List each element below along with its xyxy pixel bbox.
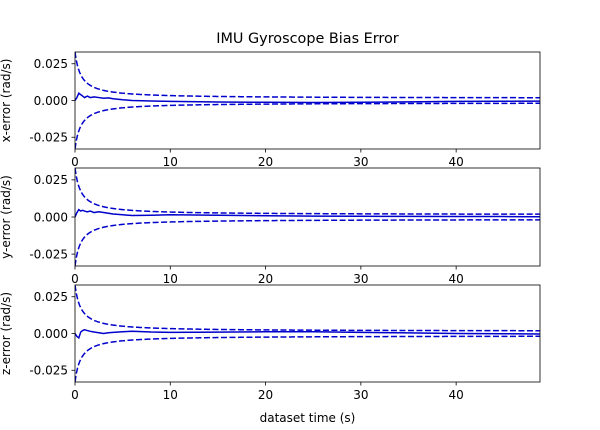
x-tick-label: 30 <box>353 272 368 286</box>
upper-bound-line <box>75 168 540 215</box>
y-tick-label: 0.025 <box>34 173 68 187</box>
x-tick-label: 40 <box>449 272 464 286</box>
x-tick-label: 0 <box>71 272 79 286</box>
x-tick-label: 10 <box>163 272 178 286</box>
error-series-line <box>75 91 540 104</box>
x-tick-label: 30 <box>353 388 368 402</box>
x-axis-label: dataset time (s) <box>260 411 356 425</box>
subplot-data <box>75 168 540 266</box>
lower-bound-line <box>75 219 540 266</box>
y-axis-label: z-error (rad/s) <box>0 292 13 375</box>
x-tick-label: 30 <box>353 155 368 169</box>
error-series-line <box>75 329 540 340</box>
subplot-data <box>75 52 540 149</box>
y-tick-label: 0.000 <box>34 210 68 224</box>
subplot-3: 0 10 20 30 40 0.025 0.000 -0.025 z-error (rad/s) <box>0 284 541 402</box>
chart-title: IMU Gyroscope Bias Error <box>216 31 399 47</box>
x-tick-label: 0 <box>71 155 79 169</box>
y-tick-label: 0.025 <box>34 57 68 71</box>
x-tick-label: 20 <box>258 272 273 286</box>
x-tick-label: 0 <box>71 388 79 402</box>
y-tick-label: 0.000 <box>34 94 68 108</box>
y-tick-label: 0.000 <box>34 327 68 341</box>
y-axis-label: y-error (rad/s) <box>0 175 13 259</box>
x-tick-label: 20 <box>258 388 273 402</box>
x-tick-label: 10 <box>163 155 178 169</box>
y-tick-label: -0.025 <box>29 247 68 261</box>
x-tick-label: 10 <box>163 388 178 402</box>
upper-bound-line <box>75 285 540 332</box>
y-axis-label: x-error (rad/s) <box>0 59 13 143</box>
y-tick-label: -0.025 <box>29 131 68 145</box>
lower-bound-line <box>75 102 540 149</box>
y-tick-label: -0.025 <box>29 364 68 378</box>
lower-bound-line <box>75 335 540 382</box>
x-tick-label: 20 <box>258 155 273 169</box>
x-tick-label: 40 <box>449 388 464 402</box>
upper-bound-line <box>75 52 540 99</box>
subplot-2: 0 10 20 30 40 0.025 0.000 -0.025 y-error (rad/s) <box>0 167 541 286</box>
subplot-1: 0 10 20 30 40 0.025 0.000 -0.025 x-error (rad/s) <box>0 51 541 169</box>
subplot-data <box>75 285 540 382</box>
error-series-line <box>75 208 540 218</box>
y-tick-label: 0.025 <box>34 290 68 304</box>
x-tick-label: 40 <box>449 155 464 169</box>
